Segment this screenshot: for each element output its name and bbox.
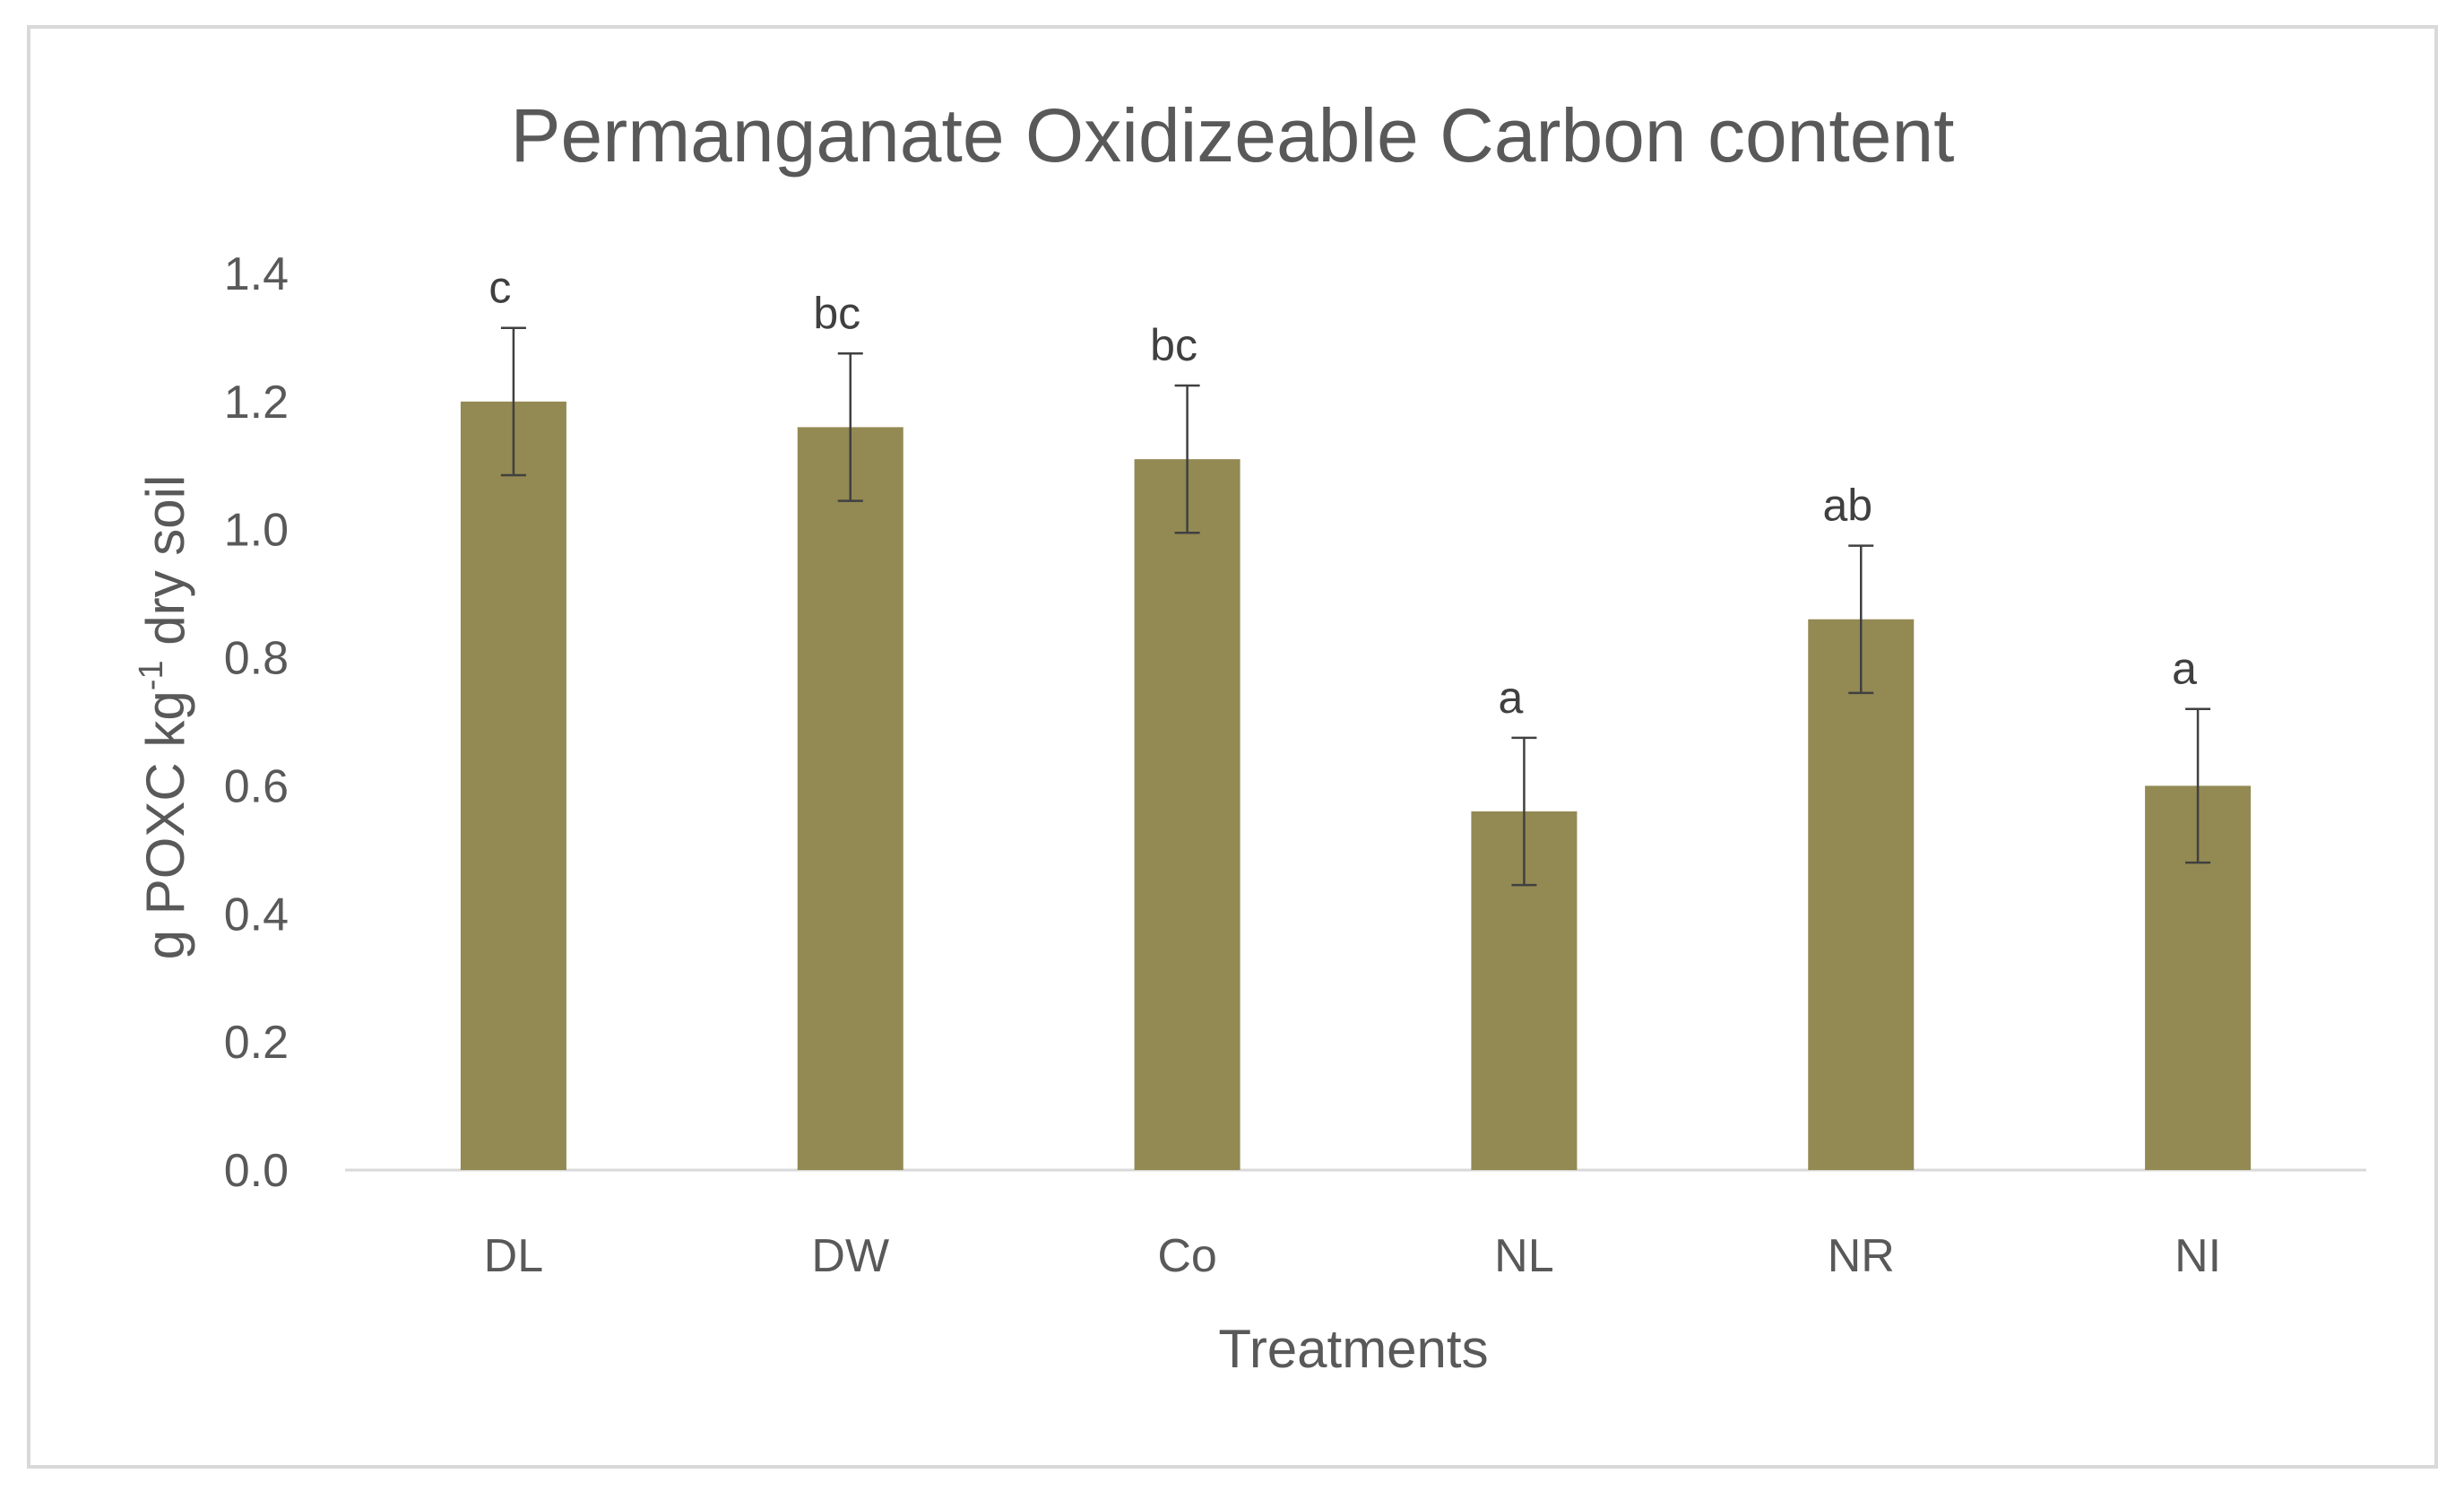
y-tick-label: 0.2	[224, 1017, 289, 1069]
error-bar-nl	[1511, 736, 1537, 887]
bars	[460, 401, 2252, 1170]
y-tick-label: 0.0	[224, 1145, 289, 1197]
y-axis-title-superscript: -1	[133, 660, 170, 690]
significance-label-ni: a	[2172, 644, 2197, 694]
significance-label-dw: bc	[813, 288, 860, 338]
significance-label-co: bc	[1150, 320, 1197, 370]
significance-labels: c bc bc a ab a	[488, 263, 2197, 723]
x-tick-label-dl: DL	[484, 1230, 543, 1282]
y-tick-label: 1.4	[224, 248, 289, 300]
x-tick-label-co: Co	[1157, 1230, 1216, 1282]
significance-label-nr: ab	[1822, 481, 1872, 531]
y-tick-label: 0.4	[224, 889, 289, 941]
significance-label-nl: a	[1499, 672, 1524, 723]
x-tick-label-ni: NI	[2174, 1230, 2221, 1282]
significance-label-dl: c	[488, 263, 511, 313]
error-bar-dw	[837, 352, 863, 502]
error-bar-ni	[2185, 707, 2211, 864]
y-axis-title-part-2: dry soil	[135, 475, 195, 661]
error-bars	[500, 326, 2211, 887]
x-tick-label-dw: DW	[811, 1230, 889, 1282]
y-axis-title: g POXC kg-1 dry soil	[133, 475, 195, 960]
bar-dw	[797, 427, 903, 1170]
error-bar-co	[1174, 384, 1200, 534]
y-tick-label: 1.2	[224, 377, 289, 429]
y-axis-title-part-1: g POXC kg	[135, 690, 195, 959]
y-tick-label: 1.0	[224, 505, 289, 557]
error-bar-dl	[500, 326, 526, 477]
x-tick-label-nr: NR	[1828, 1230, 1895, 1282]
bar-co	[1134, 459, 1241, 1170]
x-tick-label-nl: NL	[1494, 1230, 1553, 1282]
error-bar-nr	[1848, 544, 1874, 695]
y-tick-label: 0.8	[224, 633, 289, 685]
bar-nr	[1808, 619, 1915, 1170]
chart-title: Permanganate Oxidizeable Carbon content	[510, 93, 1954, 178]
x-axis-title: Treatments	[1218, 1319, 1488, 1379]
x-axis-ticks: DL DW Co NL NR NI	[484, 1230, 2221, 1282]
bar-dl	[460, 401, 566, 1170]
y-axis-ticks: 0.0 0.2 0.4 0.6 0.8 1.0 1.2 1.4	[224, 248, 289, 1197]
y-tick-label: 0.6	[224, 760, 289, 812]
